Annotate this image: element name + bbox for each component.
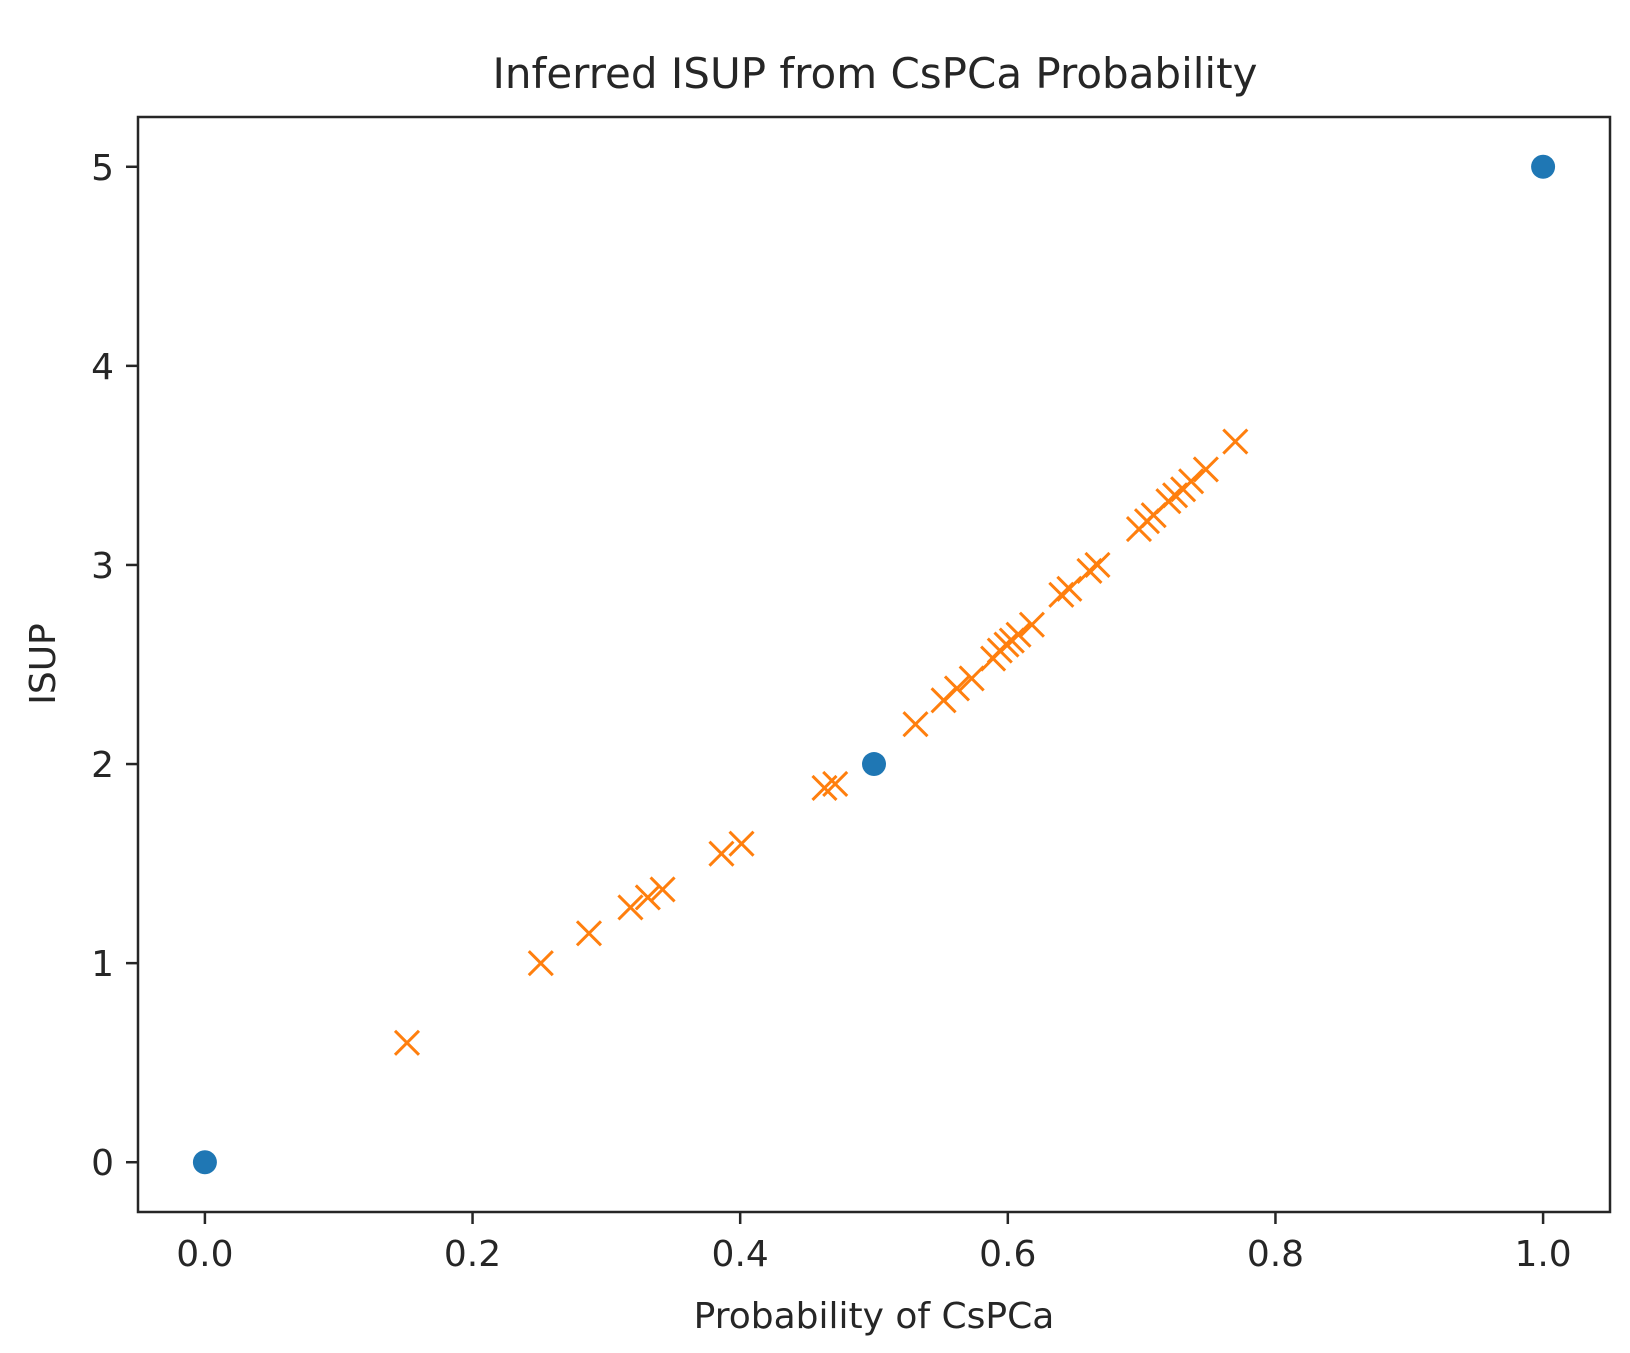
x-point — [728, 830, 755, 857]
x-point — [1222, 428, 1249, 455]
x-tick-label: 0.0 — [176, 1234, 233, 1275]
x-point — [393, 1029, 421, 1056]
x-point — [575, 920, 603, 947]
x-tick-label: 0.6 — [979, 1234, 1036, 1275]
x-point — [649, 876, 676, 903]
x-point — [1018, 611, 1045, 638]
x-point — [527, 950, 554, 977]
x-tick-label: 0.4 — [712, 1234, 769, 1275]
y-tick-label: 0 — [91, 1143, 114, 1184]
y-tick-label: 4 — [91, 347, 114, 388]
x-point — [1192, 456, 1219, 483]
chart-title: Inferred ISUP from CsPCa Probability — [493, 49, 1258, 98]
x-axis-ticks: 0.0 0.2 0.4 0.6 0.8 1.0 — [176, 1212, 1572, 1275]
x-tick-label: 0.2 — [444, 1234, 501, 1275]
y-axis-label: ISUP — [23, 623, 64, 705]
circle-point — [192, 1150, 217, 1175]
x-point — [943, 675, 971, 702]
y-tick-label: 2 — [91, 745, 114, 786]
plot-marks — [192, 154, 1556, 1175]
y-axis-ticks: 0 1 2 3 4 5 — [91, 148, 138, 1184]
y-tick-label: 3 — [91, 546, 114, 587]
circle-point — [1531, 154, 1556, 179]
x-tick-label: 1.0 — [1514, 1234, 1571, 1275]
x-point — [1084, 551, 1111, 579]
y-tick-label: 1 — [91, 944, 114, 985]
x-tick-label: 0.8 — [1247, 1234, 1304, 1275]
x-point — [617, 894, 644, 921]
plot-frame — [136, 115, 1612, 1214]
x-point — [958, 665, 985, 692]
x-point — [634, 884, 661, 911]
y-tick-label: 5 — [91, 148, 114, 189]
x-point — [708, 840, 735, 867]
x-point — [1178, 468, 1205, 495]
x-point — [822, 770, 849, 798]
x-point — [1005, 621, 1032, 648]
x-point — [1056, 575, 1083, 602]
circle-point — [862, 752, 886, 777]
x-point — [902, 711, 929, 738]
x-axis-label: Probability of CsPCa — [694, 1296, 1055, 1337]
